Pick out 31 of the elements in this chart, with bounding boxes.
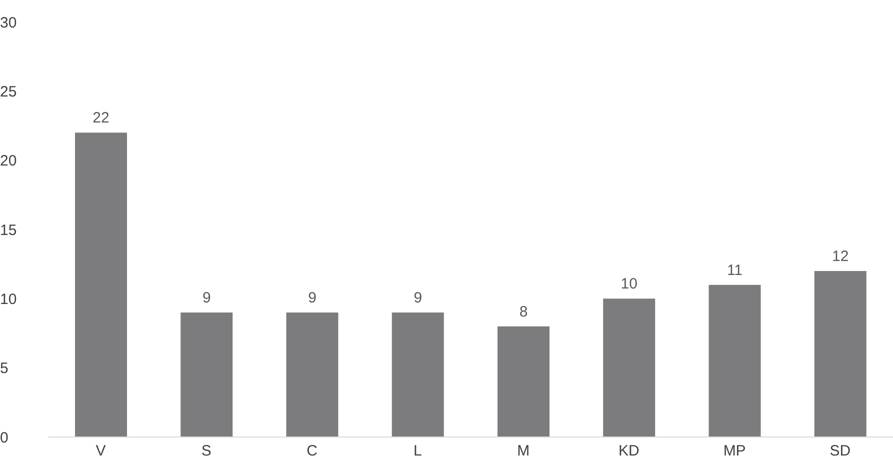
x-tick-label: MP xyxy=(723,442,746,460)
bar xyxy=(286,312,338,437)
data-label: 22 xyxy=(92,110,110,127)
bar xyxy=(603,298,656,437)
bar xyxy=(814,271,866,437)
data-label: 12 xyxy=(832,248,849,265)
y-tick-label: 10 xyxy=(0,290,17,308)
data-label: 8 xyxy=(519,303,528,320)
x-tick-label: L xyxy=(414,442,422,460)
x-tick-label: KD xyxy=(618,442,640,460)
x-tick-label: C xyxy=(306,442,318,460)
bar xyxy=(498,326,550,437)
data-label: 10 xyxy=(620,276,638,293)
data-label: 9 xyxy=(202,290,211,306)
x-tick-label: SD xyxy=(830,442,851,460)
y-tick-label: 20 xyxy=(0,152,17,170)
y-tick-label: 25 xyxy=(0,83,17,100)
data-label: 9 xyxy=(308,290,316,306)
y-tick-label: 5 xyxy=(0,360,8,378)
x-tick-label: V xyxy=(96,442,106,460)
x-tick-label: S xyxy=(201,442,212,460)
bar xyxy=(392,312,444,437)
y-tick-label: 0 xyxy=(0,429,8,446)
data-label: 9 xyxy=(414,290,422,306)
bar xyxy=(75,132,127,437)
data-label: 11 xyxy=(726,262,743,279)
y-tick-label: 30 xyxy=(0,14,17,32)
bar xyxy=(180,312,233,437)
x-tick-label: M xyxy=(517,442,530,460)
bar xyxy=(708,284,761,437)
y-tick-label: 15 xyxy=(0,222,17,239)
